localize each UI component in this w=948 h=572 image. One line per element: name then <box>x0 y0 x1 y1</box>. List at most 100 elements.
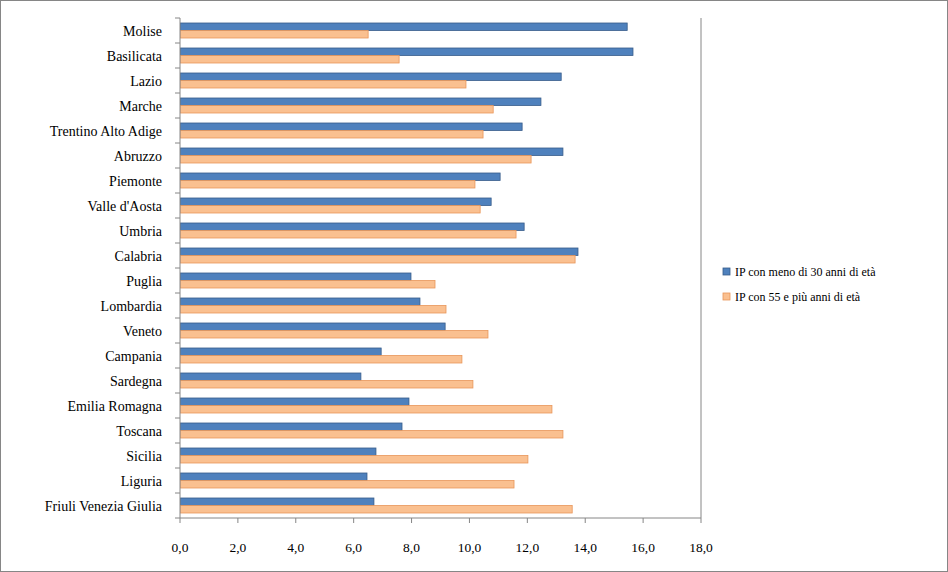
chart-border <box>1 1 948 572</box>
bar <box>180 481 514 489</box>
category-label: Umbria <box>119 224 163 239</box>
x-tick-label: 6,0 <box>345 540 362 555</box>
bar <box>180 506 572 514</box>
bars <box>180 23 633 513</box>
category-label: Liguria <box>121 474 163 489</box>
x-tick <box>353 518 354 523</box>
x-tick <box>585 518 586 523</box>
bar <box>180 231 516 239</box>
category-label: Calabria <box>115 249 163 264</box>
x-tick <box>180 518 181 523</box>
x-tick-label: 4,0 <box>287 540 304 555</box>
category-tick <box>175 493 180 494</box>
bar <box>180 423 402 431</box>
x-tick-label: 8,0 <box>403 540 420 555</box>
category-tick <box>175 268 180 269</box>
category-label: Trentino Alto Adige <box>50 124 162 139</box>
x-tick-label: 16,0 <box>631 540 655 555</box>
category-label: Emilia Romagna <box>68 399 163 414</box>
category-tick <box>175 393 180 394</box>
bar <box>180 398 409 406</box>
x-tick-label: 0,0 <box>172 540 189 555</box>
bar <box>180 456 528 464</box>
category-tick <box>175 368 180 369</box>
category-label: Lazio <box>130 74 162 89</box>
category-tick <box>175 518 180 519</box>
category-tick <box>175 293 180 294</box>
category-tick <box>175 118 180 119</box>
category-tick <box>175 418 180 419</box>
bar <box>180 473 367 481</box>
bar <box>180 248 578 256</box>
bar <box>180 331 488 339</box>
category-tick <box>175 43 180 44</box>
bar <box>180 448 376 456</box>
bar <box>180 48 633 56</box>
bar <box>180 56 399 64</box>
category-tick <box>175 18 180 19</box>
category-label: Marche <box>119 99 162 114</box>
x-tick <box>701 518 702 523</box>
category-label: Basilicata <box>107 49 163 64</box>
legend-swatch <box>723 293 730 300</box>
x-tick-label: 12,0 <box>516 540 540 555</box>
bar <box>180 256 575 264</box>
category-label: Sicilia <box>126 449 163 464</box>
plot-frame <box>701 18 702 518</box>
bar <box>180 106 493 114</box>
bar <box>180 348 381 356</box>
bar <box>180 31 368 39</box>
bar <box>180 23 627 31</box>
bar <box>180 373 361 381</box>
bar <box>180 98 541 106</box>
category-tick <box>175 243 180 244</box>
x-tick <box>643 518 644 523</box>
bar <box>180 81 466 89</box>
bar <box>180 273 411 281</box>
x-axis <box>180 518 701 519</box>
category-tick <box>175 193 180 194</box>
category-tick <box>175 318 180 319</box>
legend-label: IP con meno di 30 anni di età <box>735 265 876 279</box>
chart: Molise Basilicata Lazio Marche Trentino Alto… <box>0 0 948 572</box>
bar <box>180 323 445 331</box>
category-label: Friuli Venezia Giulia <box>45 499 163 514</box>
x-tick-label: 2,0 <box>229 540 246 555</box>
legend-label: IP con 55 e più anni di età <box>735 290 861 304</box>
category-label: Campania <box>105 349 163 364</box>
bar <box>180 356 462 364</box>
bar <box>180 306 446 314</box>
category-label: Veneto <box>123 324 162 339</box>
bar <box>180 73 561 81</box>
bar <box>180 223 524 231</box>
category-tick <box>175 468 180 469</box>
bar <box>180 281 435 289</box>
bar <box>180 298 420 306</box>
bar <box>180 148 563 156</box>
x-tick <box>237 518 238 523</box>
bar <box>180 498 374 506</box>
bar <box>180 181 475 189</box>
category-label: Piemonte <box>109 174 162 189</box>
bar <box>180 198 491 206</box>
bar <box>180 123 522 131</box>
category-label: Sardegna <box>110 374 163 389</box>
x-tick <box>527 518 528 523</box>
x-tick <box>411 518 412 523</box>
category-tick <box>175 343 180 344</box>
category-tick <box>175 93 180 94</box>
bar <box>180 406 552 414</box>
category-label: Valle d'Aosta <box>88 199 163 214</box>
bar <box>180 206 480 214</box>
category-label: Molise <box>123 24 162 39</box>
category-label: Toscana <box>116 424 162 439</box>
bar <box>180 156 531 164</box>
bar <box>180 131 483 139</box>
category-label: Puglia <box>126 274 163 289</box>
category-tick <box>175 168 180 169</box>
x-tick <box>295 518 296 523</box>
category-label: Abruzzo <box>114 149 162 164</box>
x-tick <box>469 518 470 523</box>
category-tick <box>175 143 180 144</box>
category-tick <box>175 218 180 219</box>
